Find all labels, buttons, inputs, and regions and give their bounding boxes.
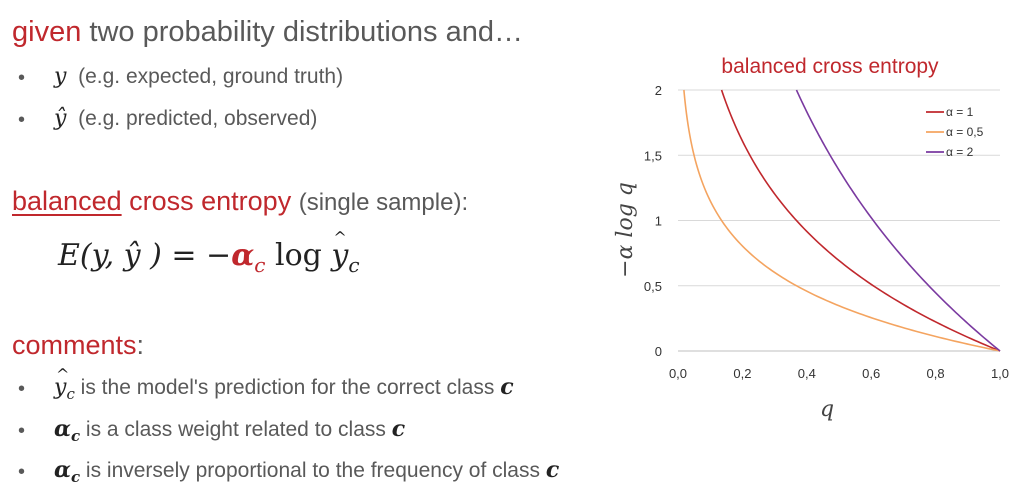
legend-label: α = 0,5 [946, 125, 984, 139]
comment-1-symbol: y [54, 365, 70, 400]
comment-3-symbol: α [54, 457, 71, 483]
comments-title: comments: [12, 330, 144, 361]
comment-1-tail: c [500, 374, 514, 400]
intro-rest: two probability distributions and… [89, 16, 524, 48]
comment-item-3: αc is inversely proportional to the freq… [54, 457, 559, 486]
cross-entropy-chart: balanced cross entropy 0 0,5 1 1,5 2 0,0 0,2 0,… [613, 55, 1009, 422]
y-tick-label: 1,5 [644, 148, 662, 163]
comment-1-text: is the model's prediction for the correc… [74, 376, 501, 399]
formula-alpha-sub: c [254, 253, 266, 277]
series-line [720, 89, 1001, 352]
bullet-y-text: (e.g. expected, ground truth) [78, 65, 344, 88]
x-tick-label: 0,8 [927, 366, 945, 381]
legend-label: α = 2 [946, 145, 974, 159]
y-tick-label: 0 [655, 344, 662, 359]
bullet-dot: • [18, 67, 26, 89]
bullet-dot: • [18, 378, 26, 400]
formula-lhs: E(y, ŷ ) = − [58, 238, 232, 273]
x-tick-label: 0,4 [798, 366, 816, 381]
bullet-item-yhat: ŷ (e.g. predicted, observed) [54, 106, 317, 131]
chart-title: balanced cross entropy [721, 55, 939, 78]
series-line [683, 89, 1001, 352]
comment-3-tail: c [545, 457, 560, 483]
bullet-dot: • [18, 420, 26, 442]
heading-cross-entropy: cross entropy [129, 186, 292, 216]
bullet-yhat-symbol: ŷ [54, 106, 67, 131]
comments-colon: : [136, 330, 145, 360]
comment-3-text: is inversely proportional to the frequen… [80, 459, 546, 482]
x-tick-label: 0,2 [733, 366, 751, 381]
comment-2-tail: c [391, 416, 406, 442]
formula-log: log [265, 238, 332, 273]
heading-balanced: balanced [12, 186, 122, 216]
x-tick-label: 1,0 [991, 366, 1009, 381]
bullet-item-y: y (e.g. expected, ground truth) [54, 64, 343, 89]
comment-2-sub: c [70, 427, 81, 446]
bullet-dot: • [18, 461, 26, 483]
intro-line: given two probability distributions and… [12, 16, 523, 49]
series-line [795, 89, 1001, 352]
heading-suffix: (single sample): [298, 189, 469, 216]
comments-title-text: comments [12, 330, 137, 360]
y-tick-label: 1 [655, 214, 662, 229]
formula-y-sub: c [348, 253, 360, 277]
x-tick-label: 0,0 [669, 366, 687, 381]
comment-3-sub: c [70, 468, 81, 487]
comment-2-symbol: α [54, 416, 71, 442]
comment-1-sub: c [66, 385, 75, 404]
y-axis-label: −α log q [613, 182, 638, 278]
x-tick-label: 0,6 [862, 366, 880, 381]
y-tick-label: 0,5 [644, 279, 662, 294]
section-heading: balanced cross entropy (single sample): [12, 186, 468, 217]
x-axis-label: q [820, 397, 834, 422]
comment-item-1: yc is the model's prediction for the cor… [54, 365, 514, 404]
legend-label: α = 1 [946, 105, 974, 119]
intro-given-word: given [12, 16, 82, 48]
bullet-y-symbol: y [54, 64, 67, 89]
bullet-dot: • [18, 109, 26, 131]
bullet-yhat-text: (e.g. predicted, observed) [78, 107, 318, 130]
comment-item-2: αc is a class weight related to class c [54, 416, 405, 445]
formula-alpha: α [231, 238, 255, 273]
comment-2-text: is a class weight related to class [80, 418, 392, 441]
y-tick-label: 2 [655, 83, 662, 98]
formula-yhat: y [331, 228, 348, 273]
formula: E(y, ŷ ) = −αc log yc [58, 228, 360, 277]
